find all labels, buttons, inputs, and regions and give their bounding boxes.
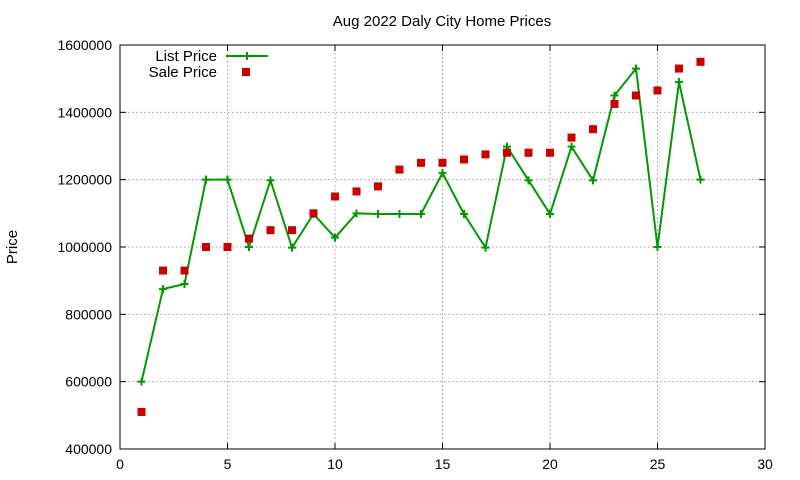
sale-price-point [159, 266, 167, 275]
y-tick-label: 1600000 [57, 37, 112, 53]
list-price-point [546, 210, 554, 219]
list-price-point [610, 91, 619, 100]
legend: List Price Sale Price [149, 48, 268, 81]
sale-price-point [245, 234, 253, 243]
tick-layer: 400000 600000 800000 1000000 1200000 1400000 1… [57, 37, 773, 472]
sale-price-point [180, 266, 189, 275]
list-price-point [417, 210, 425, 219]
legend-label-list-price: List Price [155, 48, 217, 65]
list-price-point [331, 233, 339, 242]
list-price-point [675, 78, 683, 87]
chart-title: Aug 2022 Daly City Home Prices [333, 13, 551, 30]
y-tick-label: 1000000 [57, 239, 112, 255]
sale-price-point [589, 125, 597, 134]
sale-price-point [352, 187, 361, 196]
y-tick-label: 400000 [65, 441, 112, 457]
sale-price-point [610, 99, 619, 108]
list-price-point [374, 210, 382, 219]
list-price-point [524, 176, 533, 185]
x-tick-label: 10 [327, 456, 343, 472]
sale-price-point [438, 158, 447, 167]
sale-price-point [309, 209, 318, 218]
sale-price-point [202, 243, 210, 251]
sale-price-point [331, 192, 339, 201]
sale-price-point [524, 148, 533, 157]
legend-marker-sale-price [242, 68, 250, 76]
x-tick-label: 20 [542, 456, 558, 472]
list-price-point [438, 168, 447, 177]
list-price-point [223, 175, 232, 184]
sale-price-point [417, 158, 425, 167]
list-price-point [632, 64, 640, 73]
sale-price-point [374, 182, 382, 191]
list-price-point [159, 285, 167, 294]
list-price-point [481, 243, 490, 252]
x-tick-label: 15 [435, 456, 451, 472]
y-tick-label: 1200000 [57, 172, 112, 188]
sale-price-point [137, 407, 146, 416]
legend-label-sale-price: Sale Price [149, 64, 217, 81]
list-price-point [696, 175, 705, 184]
y-tick-label: 600000 [65, 374, 112, 390]
sale-price-point [546, 148, 554, 157]
list-price-point [202, 175, 210, 184]
list-price-point [460, 210, 468, 219]
x-tick-label: 25 [650, 456, 666, 472]
sale-price-point [288, 226, 296, 235]
sale-price-point [481, 150, 490, 159]
y-tick-label: 1400000 [57, 104, 112, 120]
y-axis-label: Price [4, 230, 21, 264]
list-price-point [567, 142, 576, 151]
x-tick-label: 5 [224, 456, 232, 472]
sale-price-point [395, 165, 404, 174]
sale-price-point [266, 226, 275, 235]
list-price-point [352, 209, 361, 218]
list-price-point [180, 280, 189, 289]
list-price-point [395, 210, 404, 219]
y-tick-label: 800000 [65, 306, 112, 322]
sale-price-point [567, 133, 576, 142]
list-price-point [288, 243, 296, 252]
list-price-point [137, 377, 146, 386]
legend-marker-list-price [243, 52, 251, 60]
sale-price-point [460, 155, 468, 164]
sale-price-point [675, 64, 683, 73]
x-tick-label: 0 [116, 456, 124, 472]
list-price-line [140, 66, 702, 382]
series-layer [137, 57, 705, 416]
x-tick-label: 30 [757, 456, 773, 472]
sale-price-point [223, 243, 232, 251]
list-price-point [266, 176, 275, 185]
list-price-point [245, 243, 253, 251]
list-price-point [589, 176, 597, 185]
grid-layer [120, 45, 765, 449]
sale-price-point [503, 148, 511, 157]
sale-price-point [696, 57, 705, 66]
list-price-point [653, 243, 662, 251]
sale-price-point [653, 86, 662, 95]
sale-price-point [632, 91, 640, 100]
